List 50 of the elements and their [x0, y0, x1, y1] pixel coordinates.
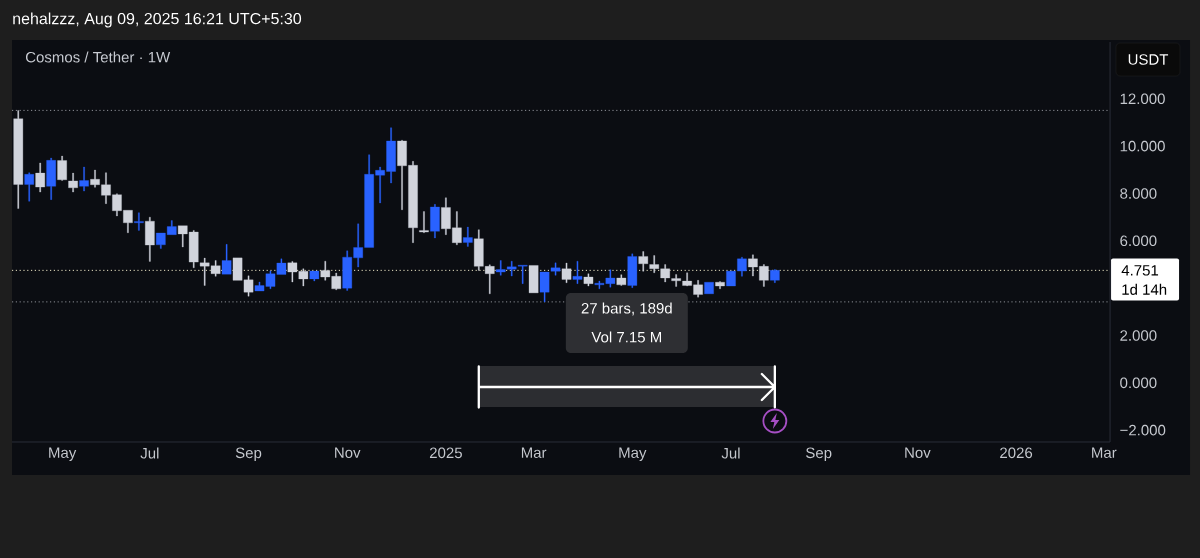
ref-line-label: 4.751 [1121, 265, 1159, 276]
y-tick-label: −2.000 [1120, 424, 1166, 436]
candlestick [572, 261, 583, 284]
candlestick [309, 270, 320, 282]
x-tick-label: Sep [806, 447, 832, 462]
y-tick-label: 8.000 [1120, 188, 1157, 199]
x-tick-label: Sep [235, 447, 262, 462]
candlestick [24, 172, 34, 202]
x-tick-label: Jul [721, 447, 740, 459]
x-tick-label: Mar [521, 447, 547, 458]
text: nehalzzz, Aug 09, 2025 16:21 UTC+5:30 [13, 12, 302, 28]
candlestick [35, 162, 45, 193]
y-tick-label: 6.000 [1120, 235, 1157, 247]
annotation: 27 bars, 189d [581, 302, 672, 316]
x-tick-label: Mar [1092, 447, 1117, 458]
x-tick-label: Jul [140, 447, 159, 459]
candlestick [145, 216, 155, 262]
candlestick [419, 211, 429, 233]
candlestick [638, 251, 649, 272]
y-tick-label: 0.000 [1120, 377, 1157, 389]
x-tick-label: Nov [335, 447, 361, 458]
candlestick [616, 274, 627, 286]
candlestick [463, 226, 473, 247]
x-tick-label: Nov [905, 447, 931, 458]
candlestick [46, 157, 56, 200]
candlestick [13, 110, 24, 209]
candlestick [583, 273, 594, 287]
candlestick [430, 204, 440, 239]
candlestick [528, 265, 539, 294]
chart-title: Cosmos / Tether · 1W [25, 51, 171, 63]
annotation: Vol 7.15 M [591, 331, 662, 343]
y-tick-label: 12.000 [1120, 93, 1165, 105]
candlestick [704, 282, 714, 294]
x-tick-label: 2025 [429, 447, 462, 459]
candlestick [57, 155, 67, 181]
candlestick [134, 212, 144, 231]
candlestick [561, 262, 572, 283]
y-tick-label: 2.000 [1120, 330, 1157, 341]
x-tick-label: May [49, 447, 77, 461]
candlestick [79, 166, 89, 192]
candlestick [715, 281, 725, 290]
candlestick [627, 253, 638, 288]
y-axis-title: USDT [1128, 54, 1169, 65]
y-tick-label: 10.000 [1120, 140, 1165, 152]
candlestick [68, 172, 78, 193]
candlestick [221, 244, 232, 275]
x-tick-label: May [619, 447, 647, 461]
x-tick-label: 2026 [1000, 447, 1033, 459]
text: 1d 14h [1122, 283, 1167, 295]
candlestick [770, 269, 780, 283]
